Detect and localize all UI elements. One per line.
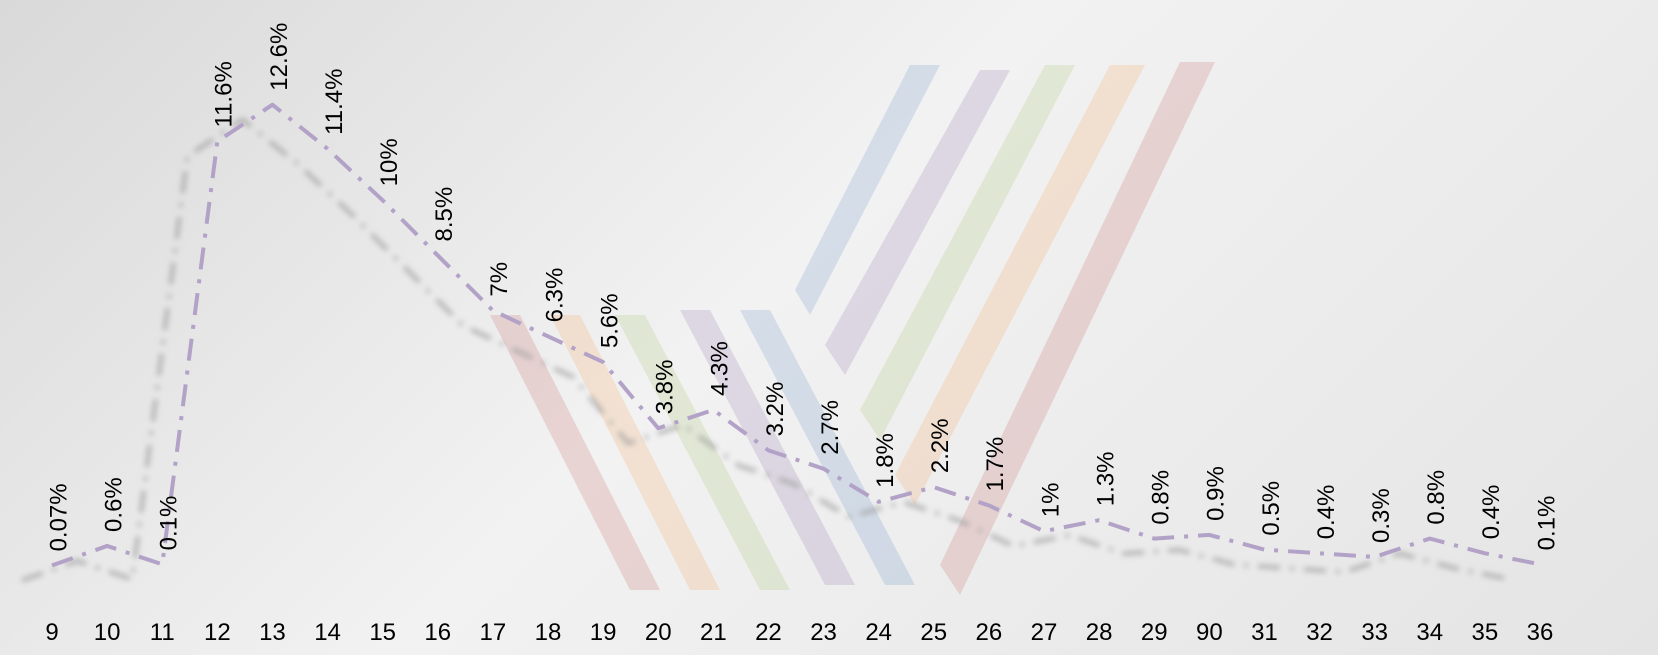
- data-label: 0.4%: [1313, 485, 1340, 540]
- x-tick-label: 29: [1141, 619, 1168, 646]
- x-tick-label: 24: [865, 619, 892, 646]
- x-tick-label: 22: [755, 619, 782, 646]
- data-label: 11.6%: [211, 61, 238, 127]
- data-label: 0.8%: [1423, 470, 1450, 525]
- data-label: 4.3%: [707, 341, 734, 396]
- data-label: 1.3%: [1092, 451, 1119, 506]
- data-label: 0.4%: [1478, 485, 1505, 540]
- x-tick-label: 17: [480, 619, 507, 646]
- data-label: 3.2%: [762, 382, 789, 437]
- data-label: 1.8%: [872, 433, 899, 488]
- x-tick-label: 90: [1196, 619, 1223, 646]
- data-label: 0.1%: [1533, 496, 1560, 551]
- x-tick-label: 32: [1306, 619, 1333, 646]
- x-tick-label: 20: [645, 619, 672, 646]
- data-label: 1%: [1037, 483, 1064, 518]
- data-label: 2.2%: [927, 418, 954, 473]
- data-label: 0.07%: [45, 483, 72, 551]
- x-tick-label: 27: [1031, 619, 1058, 646]
- x-tick-label: 18: [535, 619, 562, 646]
- data-label: 0.3%: [1368, 488, 1395, 543]
- x-tick-label: 33: [1361, 619, 1388, 646]
- x-tick-label: 28: [1086, 619, 1113, 646]
- x-tick-label: 16: [424, 619, 451, 646]
- data-label: 1.7%: [982, 437, 1009, 492]
- x-tick-label: 15: [369, 619, 396, 646]
- data-label: 3.8%: [652, 360, 679, 415]
- x-tick-label: 31: [1251, 619, 1278, 646]
- data-label: 8.5%: [431, 187, 458, 242]
- x-tick-label: 23: [810, 619, 837, 646]
- data-label: 0.1%: [156, 496, 183, 551]
- x-tick-label: 11: [150, 619, 175, 646]
- x-tick-label: 26: [976, 619, 1003, 646]
- x-tick-label: 25: [920, 619, 947, 646]
- data-label: 2.7%: [817, 400, 844, 455]
- x-tick-label: 19: [590, 619, 617, 646]
- data-label: 11.4%: [321, 69, 348, 135]
- data-label: 0.6%: [100, 477, 127, 532]
- data-label: 0.9%: [1203, 466, 1230, 521]
- x-tick-label: 9: [45, 619, 58, 646]
- x-tick-label: 21: [700, 619, 727, 646]
- data-label: 5.6%: [596, 293, 623, 348]
- data-label: 10%: [376, 138, 403, 186]
- x-tick-label: 35: [1472, 619, 1499, 646]
- data-label: 0.5%: [1258, 481, 1285, 536]
- data-label: 12.6%: [266, 23, 293, 91]
- data-label: 7%: [486, 262, 513, 297]
- data-label: 6.3%: [541, 268, 568, 323]
- x-tick-label: 10: [94, 619, 121, 646]
- decoration: [490, 62, 1215, 595]
- x-tick-label: 13: [259, 619, 286, 646]
- x-tick-label: 34: [1416, 619, 1443, 646]
- data-label: 0.8%: [1148, 470, 1175, 525]
- x-tick-label: 12: [204, 619, 231, 646]
- x-tick-label: 36: [1527, 619, 1554, 646]
- x-tick-label: 14: [314, 619, 341, 646]
- line-series: [51, 102, 1541, 568]
